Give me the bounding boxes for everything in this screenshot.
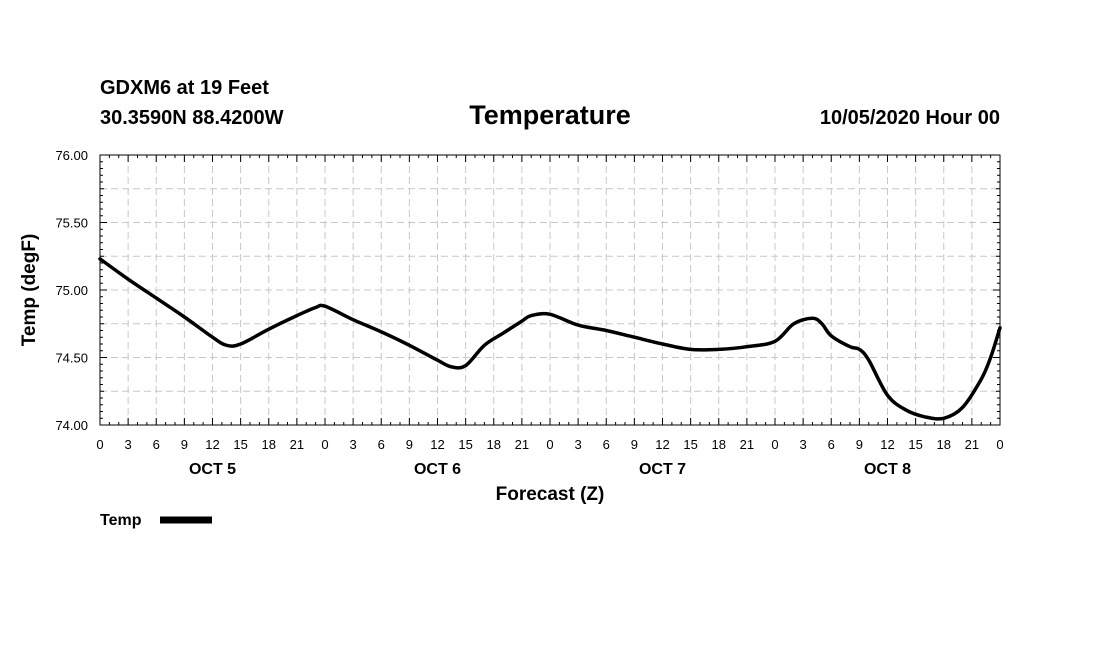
x-tick-label: 9 (856, 437, 863, 452)
x-tick-label: 0 (546, 437, 553, 452)
x-tick-label: 3 (575, 437, 582, 452)
y-tick-label: 74.00 (55, 418, 88, 433)
forecast-datetime: 10/05/2020 Hour 00 (819, 107, 1000, 129)
grid-lines (100, 155, 1000, 425)
x-tick-label: 15 (908, 437, 922, 452)
x-tick-labels: 0 3 6 9 12 15 18 21 0 3 6 9 12 15 18 21 0 3 6 9 12 15 18 21 0 3 6 9… (96, 437, 1003, 452)
temp-series-line (98, 257, 1002, 421)
y-tick-label: 74.50 (55, 351, 88, 366)
x-tick-label: 0 (321, 437, 328, 452)
x-tick-label: 18 (262, 437, 276, 452)
x-tick-label: 15 (683, 437, 697, 452)
station-label: GDXM6 at 19 Feet (100, 77, 269, 99)
x-tick-label: 18 (487, 437, 501, 452)
x-tick-label: 9 (631, 437, 638, 452)
x-tick-label: 0 (996, 437, 1003, 452)
x-axis-label: Forecast (Z) (496, 484, 605, 505)
y-axis-label: Temp (degF) (19, 234, 40, 347)
x-tick-label: 6 (378, 437, 385, 452)
x-tick-label: 21 (965, 437, 979, 452)
x-tick-label: 12 (430, 437, 444, 452)
x-tick-label: 21 (740, 437, 754, 452)
day-labels: OCT 5 OCT 6 OCT 7 OCT 8 (189, 461, 911, 478)
x-tick-label: 0 (771, 437, 778, 452)
plot-frame (99, 154, 1001, 426)
x-tick-label: 18 (937, 437, 951, 452)
x-tick-label: 15 (458, 437, 472, 452)
x-tick-label: 18 (712, 437, 726, 452)
y-tick-label: 76.00 (55, 148, 88, 163)
x-tick-label: 3 (125, 437, 132, 452)
x-tick-label: 21 (290, 437, 304, 452)
x-tick-label: 12 (880, 437, 894, 452)
coordinates-label: 30.3590N 88.4200W (100, 107, 284, 129)
x-tick-label: 21 (515, 437, 529, 452)
x-tick-label: 15 (233, 437, 247, 452)
day-label: OCT 8 (864, 461, 911, 478)
x-tick-label: 0 (96, 437, 103, 452)
x-tick-label: 3 (800, 437, 807, 452)
legend-label: Temp (100, 512, 142, 529)
x-tick-label: 3 (350, 437, 357, 452)
y-tick-labels: 74.00 74.50 75.00 75.50 76.00 (55, 148, 88, 433)
y-tick-label: 75.00 (55, 283, 88, 298)
x-tick-label: 6 (603, 437, 610, 452)
day-label: OCT 6 (414, 461, 461, 478)
x-tick-label: 9 (181, 437, 188, 452)
x-tick-label: 12 (655, 437, 669, 452)
x-tick-label: 9 (406, 437, 413, 452)
x-tick-label: 6 (828, 437, 835, 452)
y-tick-label: 75.50 (55, 216, 88, 231)
day-label: OCT 7 (639, 461, 686, 478)
chart-title: Temperature (469, 100, 631, 130)
x-tick-label: 6 (153, 437, 160, 452)
day-label: OCT 5 (189, 461, 236, 478)
x-tick-label: 12 (205, 437, 219, 452)
